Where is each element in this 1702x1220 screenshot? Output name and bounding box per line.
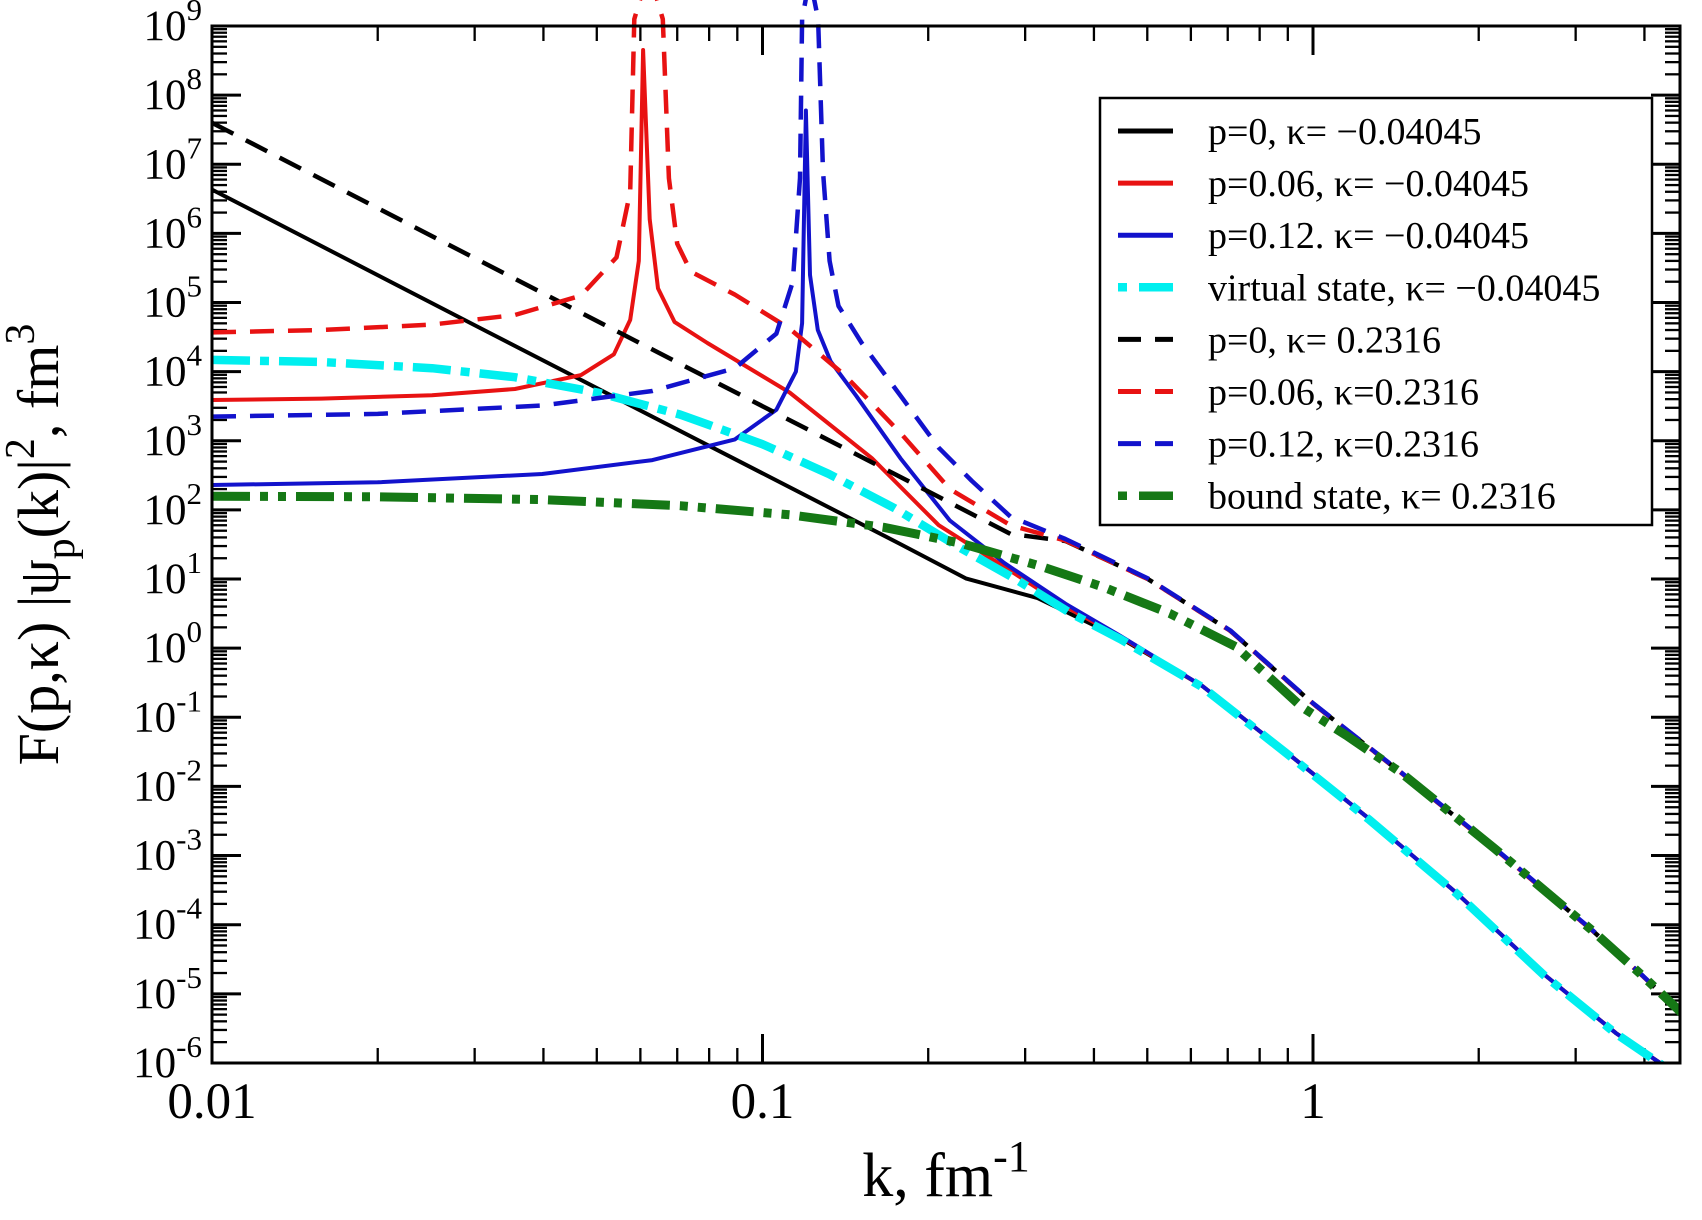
legend-item-p006-kappa-neg: p=0.06, κ= −0.04045 [1118, 163, 1529, 205]
y-tick-label: 104 [144, 338, 203, 396]
legend-item-p0-kappa-neg: p=0, κ= −0.04045 [1118, 111, 1481, 153]
x-tick-label: 0.1 [731, 1074, 795, 1130]
legend: p=0, κ= −0.04045 p=0.06, κ= −0.04045 p=0.1… [1098, 96, 1654, 527]
y-tick-label: 108 [144, 61, 203, 119]
y-tick-label: 107 [144, 130, 203, 188]
y-tick-label: 10-2 [133, 752, 202, 810]
legend-item-bound-state: bound state, κ= 0.2316 [1118, 476, 1556, 518]
legend-label: p=0.06, κ= −0.04045 [1208, 163, 1529, 205]
x-axis-title: k, fm-1 [862, 1132, 1030, 1210]
y-tick-label: 10-3 [133, 822, 202, 880]
curve-virtual-state [211, 355, 1669, 1064]
legend-label: p=0.12. κ= −0.04045 [1208, 215, 1529, 257]
y-tick-label: 105 [144, 269, 203, 327]
legend-item-p012-kappa-neg: p=0.12. κ= −0.04045 [1118, 215, 1529, 257]
legend-label: p=0.12, κ=0.2316 [1208, 424, 1479, 466]
y-tick-label: 100 [144, 614, 203, 672]
legend-label: p=0, κ= −0.04045 [1208, 111, 1481, 153]
plot-frame [210, 24, 1682, 1065]
x-tick-label: 0.01 [167, 1074, 256, 1130]
legend-item-p006-kappa-pos: p=0.06, κ=0.2316 [1118, 372, 1479, 414]
curves [210, 0, 1682, 1064]
axis-labels: 10910810710610510410310210110010-110-210… [0, 0, 1326, 1210]
y-tick-label: 10-5 [133, 960, 202, 1018]
y-axis-title: F(p,κ) |ψp(k)|2, fm3 [0, 324, 84, 766]
y-tick-label: 10-1 [133, 683, 202, 741]
legend-item-p012-kappa-pos: p=0.12, κ=0.2316 [1118, 424, 1479, 466]
y-tick-label: 102 [144, 476, 203, 534]
legend-item-p0-kappa-pos: p=0, κ= 0.2316 [1118, 319, 1441, 361]
y-tick-label: 103 [144, 407, 203, 465]
y-tick-label: 10-4 [133, 891, 202, 949]
y-tick-label: 101 [144, 545, 203, 603]
legend-label: virtual state, κ= −0.04045 [1208, 267, 1600, 309]
y-tick-label: 10-6 [133, 1029, 202, 1087]
legend-label: p=0, κ= 0.2316 [1208, 319, 1441, 361]
legend-item-virtual-state: virtual state, κ= −0.04045 [1118, 267, 1600, 309]
axis-ticks [210, 24, 1680, 1065]
curve-bound-state [211, 491, 1682, 1019]
y-tick-label: 106 [144, 199, 203, 257]
legend-label: bound state, κ= 0.2316 [1208, 476, 1556, 518]
legend-label: p=0.06, κ=0.2316 [1208, 372, 1479, 414]
legend-box [1098, 96, 1654, 527]
y-tick-label: 109 [144, 0, 203, 50]
x-tick-label: 1 [1300, 1074, 1326, 1130]
